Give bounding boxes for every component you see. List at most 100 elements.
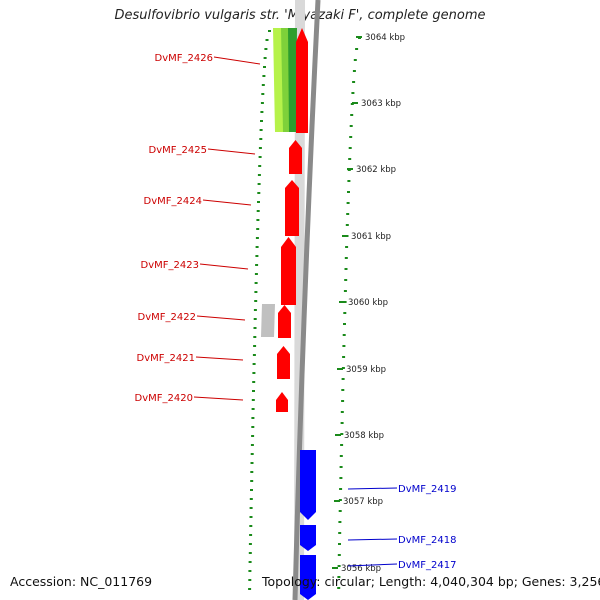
tick-mark-outer (250, 444, 254, 446)
forward-gene-arrow (281, 237, 296, 305)
tick-mark-inner (343, 323, 346, 325)
tick-mark-outer (248, 561, 252, 563)
tick-mark-outer (248, 543, 252, 545)
tick-mark-outer (252, 372, 256, 374)
tick-mark-outer (249, 534, 253, 536)
gene-label: DvMF_2417 (398, 560, 456, 571)
tick-mark-outer (250, 462, 254, 464)
tick-mark-inner (348, 147, 352, 149)
tick-mark-outer (254, 273, 258, 275)
tick-mark-outer (261, 84, 265, 86)
tick-mark-outer (261, 93, 265, 95)
gene-leader-line (195, 356, 244, 361)
tick-mark-inner (351, 92, 355, 94)
tick-mark-outer (251, 435, 255, 437)
ruler-major-tick (335, 434, 341, 436)
tick-mark-inner (342, 356, 346, 358)
ruler-label: 3056 kbp (341, 564, 381, 574)
tick-mark-inner (342, 345, 346, 347)
forward-gene-arrow (277, 346, 290, 379)
tick-mark-inner (341, 378, 345, 380)
tick-mark-inner (337, 576, 341, 578)
tick-mark-outer (248, 579, 252, 581)
tick-mark-outer (256, 210, 260, 212)
tick-mark-outer (253, 345, 257, 347)
tick-mark-inner (340, 411, 344, 413)
tick-mark-outer (250, 489, 253, 491)
tick-mark-outer (257, 201, 260, 203)
ruler-major-tick (337, 368, 343, 370)
tick-mark-outer (253, 318, 257, 320)
tick-mark-inner (337, 554, 341, 556)
tick-mark-inner (343, 301, 347, 303)
gene-leader-line (193, 396, 244, 401)
ruler-label: 3062 kbp (356, 165, 396, 175)
tick-mark-outer (252, 390, 255, 392)
ruler-label: 3060 kbp (348, 298, 388, 308)
tick-mark-outer (268, 30, 271, 32)
ruler-major-tick (339, 301, 345, 303)
ruler-major-tick (334, 500, 340, 502)
ruler-label: 3064 kbp (365, 33, 405, 43)
ruler-label: 3063 kbp (361, 99, 401, 109)
tick-mark-outer (254, 282, 258, 284)
tick-mark-inner (353, 59, 357, 61)
gene-label: DvMF_2424 (144, 196, 202, 207)
tick-mark-inner (337, 587, 341, 589)
tick-mark-outer (253, 336, 257, 338)
gene-leader-line (347, 487, 398, 490)
forward-gene-arrow (285, 180, 299, 236)
tick-mark-outer (263, 57, 267, 59)
tick-mark-inner (338, 499, 342, 501)
tick-mark-outer (248, 570, 252, 572)
ruler-major-tick (356, 36, 362, 38)
tick-mark-outer (260, 111, 264, 113)
tick-mark-inner (339, 466, 343, 468)
tick-mark-inner (343, 312, 347, 314)
accession-text: Accession: NC_011769 (10, 574, 153, 589)
ruler-label: 3061 kbp (351, 232, 391, 242)
reverse-gene-arrow (300, 525, 316, 551)
tick-mark-outer (250, 480, 254, 482)
tick-mark-outer (253, 327, 257, 329)
tick-mark-inner (341, 389, 345, 391)
tick-mark-inner (352, 81, 356, 83)
tick-mark-outer (255, 264, 259, 266)
tick-mark-outer (257, 192, 261, 194)
tick-mark-outer (255, 255, 259, 257)
ruler-label: 3057 kbp (343, 497, 383, 507)
tick-mark-outer (251, 408, 255, 410)
gene-label: DvMF_2423 (141, 260, 199, 271)
tick-mark-outer (249, 507, 253, 509)
tick-mark-outer (265, 39, 269, 41)
tick-mark-outer (255, 246, 259, 248)
tick-mark-inner (343, 290, 347, 292)
tick-mark-inner (350, 114, 354, 116)
tick-mark-outer (252, 363, 256, 365)
tick-mark-inner (338, 521, 342, 523)
gene-leader-line (347, 563, 398, 567)
forward-gene-arrow (296, 28, 308, 133)
gene-label: DvMF_2418 (398, 535, 456, 546)
forward-gene-arrow (289, 140, 302, 174)
gene-leader-line (202, 199, 252, 206)
tick-mark-inner (346, 213, 350, 215)
tick-mark-outer (263, 66, 266, 68)
tick-mark-outer (258, 165, 262, 167)
tick-mark-outer (257, 183, 261, 185)
tick-mark-inner (341, 367, 345, 369)
ruler-major-tick (347, 168, 353, 170)
tick-mark-inner (340, 422, 344, 424)
tick-mark-outer (259, 138, 263, 140)
tick-mark-outer (252, 354, 256, 356)
tick-mark-outer (248, 588, 252, 590)
tick-mark-outer (249, 516, 253, 518)
forward-gene-arrow (278, 305, 291, 338)
tick-mark-outer (259, 129, 263, 131)
tick-mark-inner (338, 510, 342, 512)
tick-mark-inner (340, 433, 344, 435)
gc-content-bar-dark (288, 28, 297, 132)
tick-mark-outer (252, 381, 256, 383)
tick-mark-inner (348, 158, 352, 160)
tick-mark-inner (342, 334, 346, 336)
